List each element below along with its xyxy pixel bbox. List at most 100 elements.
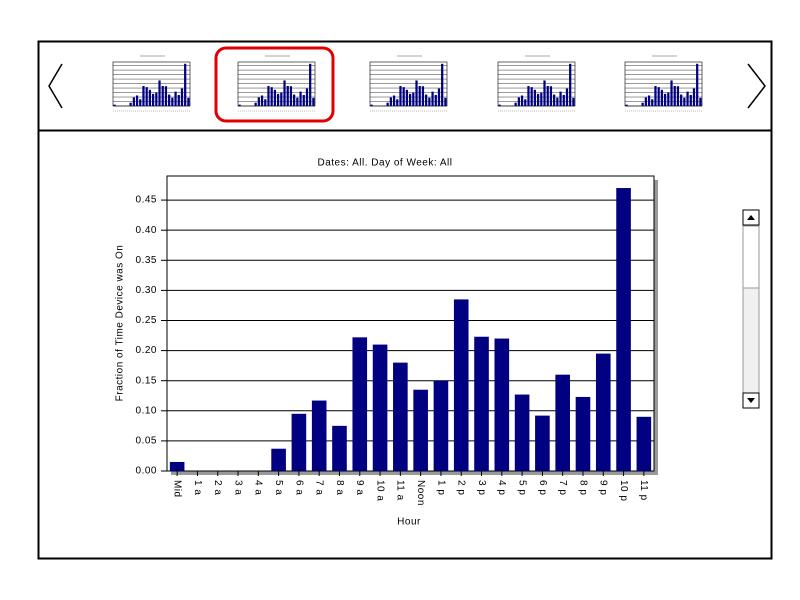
y-tick-label: 0.00 (136, 466, 157, 477)
y-tick-label: 0.10 (136, 405, 157, 416)
bar (174, 91, 177, 106)
bar (267, 86, 270, 106)
bar (699, 97, 702, 106)
scroll-thumb[interactable] (742, 225, 760, 289)
bar (151, 93, 155, 106)
x-tick-label: 6 p (537, 480, 548, 495)
bar (556, 97, 559, 106)
bar (139, 99, 142, 106)
bar (370, 104, 373, 106)
y-tick-label: 0.20 (136, 345, 157, 356)
bar (386, 102, 389, 106)
x-tick-label: Mid (172, 480, 183, 498)
bar (415, 80, 418, 106)
y-tick-label: 0.15 (136, 375, 157, 386)
bar (168, 94, 171, 106)
bar (421, 86, 425, 106)
bar (132, 97, 135, 106)
bar (546, 85, 549, 106)
bar (372, 344, 388, 471)
bar (433, 380, 449, 471)
bar (498, 104, 501, 106)
bar (402, 87, 405, 106)
thumb-plot (624, 61, 703, 107)
x-tick-label: 5 a (273, 480, 284, 495)
bar (273, 89, 277, 106)
y-tick-label: 0.05 (136, 436, 157, 447)
bar (425, 94, 428, 106)
x-tick-label: 7 p (557, 480, 568, 495)
x-tick-label: 4 a (253, 480, 264, 495)
bar (145, 87, 148, 106)
bar (569, 63, 572, 106)
bar (616, 188, 631, 471)
plot-area (166, 175, 655, 472)
x-tick-label: 4 p (496, 480, 507, 495)
bar (636, 416, 652, 471)
bar (158, 80, 161, 106)
bar (670, 80, 673, 106)
bar (257, 97, 260, 106)
prev-arrow[interactable] (48, 63, 63, 109)
bar (595, 353, 611, 471)
bar (494, 338, 510, 471)
x-tick-label: 2 a (212, 480, 223, 495)
bar (641, 102, 644, 106)
next-arrow[interactable] (747, 63, 766, 109)
bar (696, 63, 699, 106)
bar (553, 94, 556, 106)
x-tick-label: 11 a (395, 480, 406, 501)
bar (312, 97, 315, 106)
bar (332, 425, 347, 471)
bar (264, 99, 267, 106)
bar (418, 85, 421, 106)
x-tick-label: 2 p (456, 480, 467, 495)
x-tick-label: 11 p (638, 480, 649, 501)
bar (535, 415, 550, 471)
bar (514, 102, 517, 106)
bar (453, 299, 469, 471)
bar (444, 97, 447, 106)
x-tick-label: 7 a (314, 480, 325, 495)
bar (283, 80, 286, 106)
x-tick-label: 10 a (374, 480, 385, 501)
bar (527, 86, 530, 106)
bar (536, 93, 540, 106)
bar (280, 92, 283, 106)
x-tick-label: 5 p (516, 480, 527, 495)
bar (129, 102, 132, 106)
bar (289, 86, 293, 106)
x-tick-label: 1 p (435, 480, 446, 495)
x-tick-label: 3 a (232, 480, 243, 495)
bar (514, 394, 530, 471)
scroll-up-icon (747, 215, 755, 220)
bar (164, 86, 168, 106)
bar (254, 102, 257, 106)
bar (660, 89, 664, 106)
bar (689, 94, 692, 106)
bar (184, 63, 187, 106)
x-tick-label: 10 p (618, 480, 629, 501)
bar (683, 97, 686, 106)
bar (296, 97, 299, 106)
bar (667, 92, 670, 106)
bar (441, 63, 444, 106)
thumb-plot (369, 61, 448, 107)
bar (293, 94, 296, 106)
bar (680, 94, 683, 106)
bar (161, 85, 164, 106)
y-tick-label: 0.25 (136, 315, 157, 326)
bar (559, 91, 562, 106)
x-tick-label: 9 p (598, 480, 609, 495)
bar (299, 91, 302, 106)
thumb-plot (497, 61, 576, 107)
bar (271, 448, 286, 471)
bar (474, 336, 489, 471)
bar (686, 91, 689, 106)
bar (399, 86, 402, 106)
x-tick-label: 1 a (192, 480, 203, 495)
bar (286, 85, 289, 106)
bar (187, 97, 190, 106)
bar (565, 88, 569, 106)
